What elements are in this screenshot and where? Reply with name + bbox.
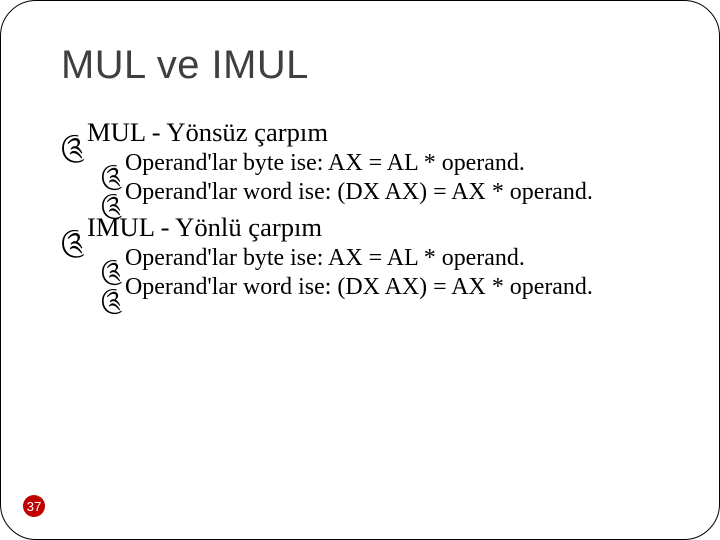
slide-frame: MUL ve IMUL ༊ MUL - Yönsüz çarpım ༊ Oper… — [0, 0, 720, 540]
page-number-badge: 37 — [23, 495, 45, 517]
page-number: 37 — [27, 499, 42, 514]
bullet-text: IMUL - Yönlü çarpım — [87, 212, 322, 242]
bullet-text: MUL - Yönsüz çarpım — [87, 117, 328, 147]
slide-title: MUL ve IMUL — [61, 43, 309, 88]
bullet-icon: ༊ — [61, 117, 85, 192]
bullet-mul: ༊ MUL - Yönsüz çarpım ༊ Operand'lar byte… — [61, 117, 659, 206]
bullet-text: Operand'lar byte ise: AX = AL * operand. — [125, 150, 525, 176]
sub-bullet: ༊ Operand'lar byte ise: AX = AL * operan… — [101, 150, 659, 177]
bullet-text: Operand'lar word ise: (DX AX) = AX * ope… — [125, 274, 593, 300]
bullet-text: Operand'lar word ise: (DX AX) = AX * ope… — [125, 179, 593, 205]
bullet-text: Operand'lar byte ise: AX = AL * operand. — [125, 245, 525, 271]
bullet-imul: ༊ IMUL - Yönlü çarpım ༊ Operand'lar byte… — [61, 212, 659, 301]
sub-bullet: ༊ Operand'lar word ise: (DX AX) = AX * o… — [101, 179, 659, 206]
bullet-icon: ༊ — [101, 274, 122, 341]
bullet-icon: ༊ — [61, 212, 85, 287]
slide-body: ༊ MUL - Yönsüz çarpım ༊ Operand'lar byte… — [61, 111, 659, 301]
sub-bullet: ༊ Operand'lar word ise: (DX AX) = AX * o… — [101, 274, 659, 301]
sub-bullet: ༊ Operand'lar byte ise: AX = AL * operan… — [101, 245, 659, 272]
